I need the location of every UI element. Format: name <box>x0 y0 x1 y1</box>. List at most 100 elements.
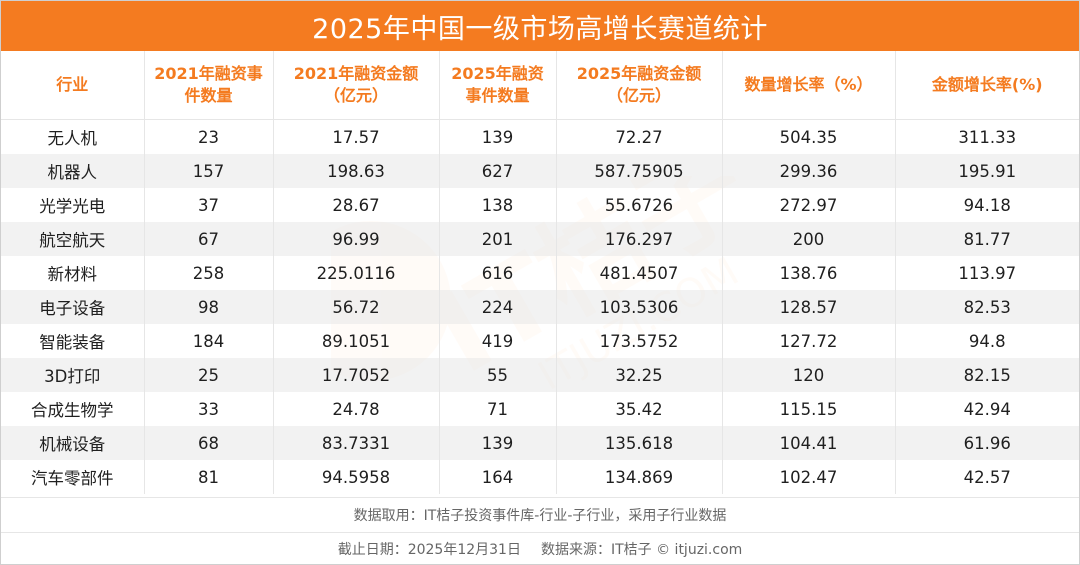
value-cell: 103.5306 <box>556 290 723 324</box>
column-header: 2025年融资 事件数量 <box>439 51 557 120</box>
value-cell: 55 <box>439 358 557 392</box>
column-header-line: 件数量 <box>184 86 233 105</box>
value-cell: 94.18 <box>895 188 1079 222</box>
value-cell: 35.42 <box>556 392 723 426</box>
value-cell: 17.7052 <box>273 358 440 392</box>
value-cell: 134.869 <box>556 460 723 494</box>
value-cell: 627 <box>439 154 557 188</box>
table-row: 航空航天 67 96.99 201 176.297 200 81.77 <box>1 222 1079 256</box>
value-cell: 56.72 <box>273 290 440 324</box>
value-cell: 299.36 <box>722 154 896 188</box>
value-cell: 200 <box>722 222 896 256</box>
stats-table: 行业 2021年融资事 件数量 2021年融资金额 （亿元） 2025年融资 事件数量 202… <box>1 51 1079 494</box>
value-cell: 587.75905 <box>556 154 723 188</box>
value-cell: 102.47 <box>722 460 896 494</box>
column-header-line: （亿元） <box>323 86 388 105</box>
value-cell: 157 <box>144 154 274 188</box>
column-header-line: 金额增长率(%) <box>931 75 1043 94</box>
industry-cell: 航空航天 <box>1 222 145 256</box>
value-cell: 504.35 <box>722 119 896 154</box>
column-header-line: 2025年融资金额 <box>576 64 702 83</box>
industry-cell: 合成生物学 <box>1 392 145 426</box>
column-header-line: 2025年融资 <box>451 64 544 83</box>
value-cell: 173.5752 <box>556 324 723 358</box>
cutoff-date: 截止日期：2025年12月31日 <box>337 542 521 558</box>
industry-cell: 电子设备 <box>1 290 145 324</box>
value-cell: 68 <box>144 426 274 460</box>
value-cell: 104.41 <box>722 426 896 460</box>
value-cell: 28.67 <box>273 188 440 222</box>
value-cell: 139 <box>439 119 557 154</box>
value-cell: 96.99 <box>273 222 440 256</box>
value-cell: 198.63 <box>273 154 440 188</box>
table-row: 光学光电 37 28.67 138 55.6726 272.97 94.18 <box>1 188 1079 222</box>
table-row: 汽车零部件 81 94.5958 164 134.869 102.47 42.57 <box>1 460 1079 494</box>
value-cell: 113.97 <box>895 256 1079 290</box>
value-cell: 164 <box>439 460 557 494</box>
column-header-line: （亿元） <box>606 86 671 105</box>
value-cell: 81.77 <box>895 222 1079 256</box>
value-cell: 176.297 <box>556 222 723 256</box>
source-line: 截止日期：2025年12月31日 数据来源：IT桔子 © itjuzi.com <box>1 532 1079 564</box>
value-cell: 42.57 <box>895 460 1079 494</box>
column-header: 行业 <box>1 51 145 120</box>
value-cell: 98 <box>144 290 274 324</box>
value-cell: 89.1051 <box>273 324 440 358</box>
table-row: 无人机 23 17.57 139 72.27 504.35 311.33 <box>1 119 1079 154</box>
value-cell: 195.91 <box>895 154 1079 188</box>
value-cell: 17.57 <box>273 119 440 154</box>
table-row: 3D打印 25 17.7052 55 32.25 120 82.15 <box>1 358 1079 392</box>
table-row: 电子设备 98 56.72 224 103.5306 128.57 82.53 <box>1 290 1079 324</box>
value-cell: 120 <box>722 358 896 392</box>
industry-cell: 3D打印 <box>1 358 145 392</box>
table-row: 合成生物学 33 24.78 71 35.42 115.15 42.94 <box>1 392 1079 426</box>
industry-cell: 机器人 <box>1 154 145 188</box>
page-title: 2025年中国一级市场高增长赛道统计 <box>1 1 1079 51</box>
column-header: 数量增长率（%） <box>722 51 896 120</box>
value-cell: 419 <box>439 324 557 358</box>
table-row: 机械设备 68 83.7331 139 135.618 104.41 61.96 <box>1 426 1079 460</box>
value-cell: 184 <box>144 324 274 358</box>
value-cell: 82.15 <box>895 358 1079 392</box>
value-cell: 81 <box>144 460 274 494</box>
value-cell: 138.76 <box>722 256 896 290</box>
value-cell: 115.15 <box>722 392 896 426</box>
data-source: 数据来源：IT桔子 © itjuzi.com <box>540 542 743 558</box>
industry-cell: 新材料 <box>1 256 145 290</box>
value-cell: 225.0116 <box>273 256 440 290</box>
value-cell: 616 <box>439 256 557 290</box>
value-cell: 127.72 <box>722 324 896 358</box>
column-header-line: 行业 <box>56 75 89 94</box>
table-row: 机器人 157 198.63 627 587.75905 299.36 195.91 <box>1 154 1079 188</box>
value-cell: 72.27 <box>556 119 723 154</box>
value-cell: 94.5958 <box>273 460 440 494</box>
value-cell: 33 <box>144 392 274 426</box>
value-cell: 55.6726 <box>556 188 723 222</box>
industry-cell: 汽车零部件 <box>1 460 145 494</box>
industry-cell: 智能装备 <box>1 324 145 358</box>
table-body: 无人机 23 17.57 139 72.27 504.35 311.33 机器人 157 198.… <box>1 119 1079 494</box>
value-cell: 311.33 <box>895 119 1079 154</box>
value-cell: 83.7331 <box>273 426 440 460</box>
column-header-line: 数量增长率（%） <box>744 75 873 94</box>
value-cell: 71 <box>439 392 557 426</box>
table-header-row: 行业 2021年融资事 件数量 2021年融资金额 （亿元） 2025年融资 事件数量 202… <box>1 51 1079 120</box>
value-cell: 128.57 <box>722 290 896 324</box>
value-cell: 139 <box>439 426 557 460</box>
column-header: 2021年融资金额 （亿元） <box>273 51 440 120</box>
value-cell: 258 <box>144 256 274 290</box>
value-cell: 42.94 <box>895 392 1079 426</box>
value-cell: 32.25 <box>556 358 723 392</box>
value-cell: 481.4507 <box>556 256 723 290</box>
value-cell: 25 <box>144 358 274 392</box>
industry-cell: 无人机 <box>1 119 145 154</box>
value-cell: 37 <box>144 188 274 222</box>
industry-cell: 光学光电 <box>1 188 145 222</box>
data-method-note: 数据取用：IT桔子投资事件库-行业-子行业，采用子行业数据 <box>1 497 1079 532</box>
table-row: 智能装备 184 89.1051 419 173.5752 127.72 94.8 <box>1 324 1079 358</box>
column-header-line: 2021年融资金额 <box>293 64 419 83</box>
value-cell: 82.53 <box>895 290 1079 324</box>
value-cell: 61.96 <box>895 426 1079 460</box>
value-cell: 138 <box>439 188 557 222</box>
